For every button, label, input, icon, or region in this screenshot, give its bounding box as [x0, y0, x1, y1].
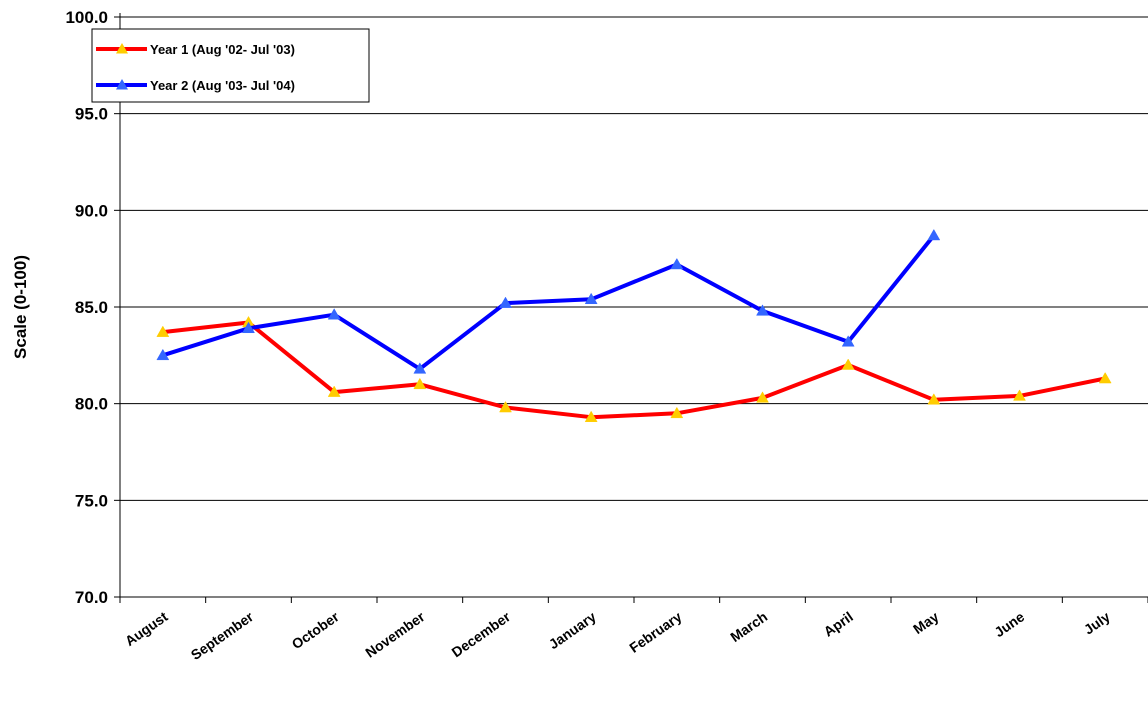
series-line-2 — [162, 234, 936, 371]
legend-label-year-1: Year 1 (Aug '02- Jul '03) — [150, 42, 295, 57]
x-tick-label: January — [546, 608, 599, 652]
legend-marker-year-2 — [116, 79, 128, 90]
data-point-marker — [327, 308, 341, 320]
y-tick-label: 85.0 — [75, 298, 108, 317]
data-point-marker — [499, 296, 512, 308]
data-point-marker — [841, 358, 855, 370]
gridlines — [120, 16, 1148, 501]
data-point-marker — [756, 391, 769, 403]
data-point-marker — [327, 385, 341, 397]
x-tick-label: September — [188, 608, 257, 663]
data-point-marker — [584, 410, 598, 422]
series-line-1 — [162, 320, 1106, 420]
y-axis-title: Scale (0-100) — [11, 255, 30, 359]
data-point-marker — [156, 325, 170, 337]
x-tick-label: March — [727, 608, 770, 645]
legend-label-year-2: Year 2 (Aug '03- Jul '04) — [150, 78, 295, 93]
data-point-marker — [927, 228, 941, 241]
y-tick-label: 80.0 — [75, 395, 108, 414]
data-point-marker — [584, 292, 598, 305]
x-tick-label: June — [991, 608, 1027, 640]
data-point-marker — [1098, 372, 1112, 384]
x-tick-label: November — [362, 608, 428, 661]
legend-box — [91, 28, 370, 103]
data-point-marker — [413, 362, 427, 374]
legend-marker-year-1 — [116, 43, 128, 54]
x-tick-label: August — [122, 608, 171, 649]
data-point-marker — [156, 348, 170, 361]
x-tick-label: May — [910, 608, 942, 637]
y-tick-label: 70.0 — [75, 588, 108, 607]
x-tick-label: July — [1081, 608, 1113, 637]
x-tick-label: April — [821, 608, 856, 639]
data-series — [156, 228, 1112, 422]
x-tick-label: October — [289, 608, 343, 652]
y-axis-tick-labels: 70.0 75.0 80.0 85.0 90.0 95.0 100.0 — [65, 8, 108, 607]
x-tick-label: February — [626, 608, 684, 656]
data-point-marker — [670, 406, 684, 419]
data-point-marker — [927, 393, 941, 405]
y-tick-label: 90.0 — [75, 201, 108, 220]
data-point-marker — [841, 335, 855, 347]
x-tick-label: December — [449, 608, 514, 660]
data-point-marker — [242, 321, 255, 334]
y-tick-label: 75.0 — [75, 491, 108, 510]
data-point-marker — [756, 304, 769, 316]
data-point-marker — [670, 257, 684, 270]
y-tick-label: 95.0 — [75, 105, 108, 124]
x-axis-tick-labels: August September October November December Ja… — [122, 608, 1113, 663]
y-tick-label: 100.0 — [65, 8, 108, 27]
legend: Year 1 (Aug '02- Jul '03) Year 2 (Aug '0… — [91, 28, 370, 103]
data-point-marker — [499, 401, 512, 413]
data-point-marker — [413, 377, 427, 390]
axes — [114, 13, 1148, 603]
data-point-marker — [1013, 389, 1026, 401]
